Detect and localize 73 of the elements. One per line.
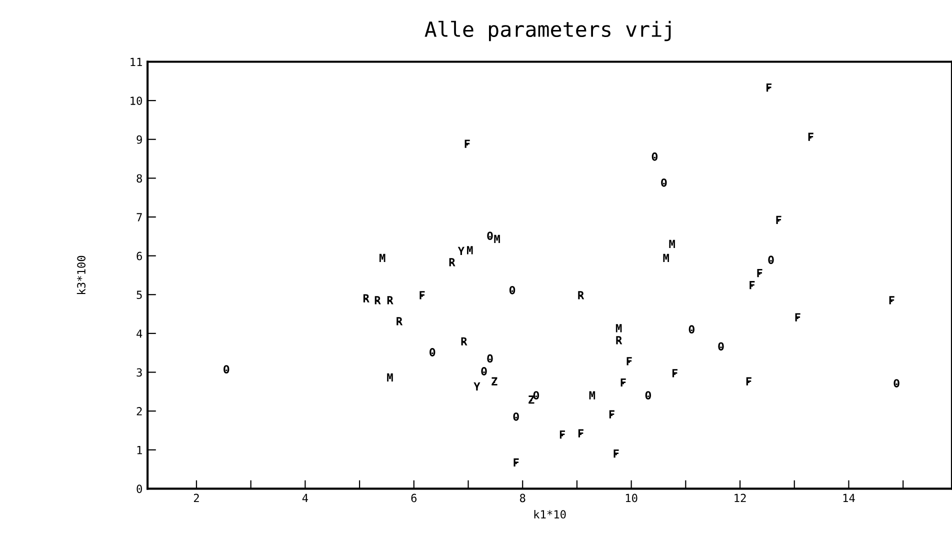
y-tick-label: 6 xyxy=(136,252,142,260)
y-tick-label: 5 xyxy=(136,290,142,300)
y-tick-label: 8 xyxy=(136,174,142,183)
text: O xyxy=(481,367,487,376)
text: O xyxy=(768,256,774,264)
y-tick-label: 1 xyxy=(137,446,142,454)
text: F xyxy=(420,291,425,300)
series-label: Y xyxy=(474,382,480,390)
text: F xyxy=(464,140,470,148)
text: M xyxy=(494,234,500,243)
text: F xyxy=(578,429,584,438)
text: F xyxy=(672,369,678,378)
x-tick-label: 12 xyxy=(734,494,746,502)
text: O xyxy=(487,232,493,240)
y-tick-label: 7 xyxy=(136,213,142,222)
series-label: Z xyxy=(492,377,498,386)
text: R xyxy=(578,291,584,300)
text: M xyxy=(387,373,393,382)
text: F xyxy=(514,458,519,467)
text: R xyxy=(363,294,370,302)
text: F xyxy=(614,449,619,458)
text: F xyxy=(766,84,772,92)
text: F xyxy=(889,296,894,304)
text: O xyxy=(430,348,436,356)
text: M xyxy=(663,254,669,262)
y-tick-label: 4 xyxy=(136,330,142,338)
text: O xyxy=(224,365,230,374)
x-tick-label: 14 xyxy=(843,494,855,502)
text: R xyxy=(461,337,468,346)
y-tick-label: 9 xyxy=(136,135,142,144)
text: F xyxy=(609,410,614,418)
x-tick-label: 2 xyxy=(194,494,199,502)
series-label: O xyxy=(509,286,516,294)
series-label: F xyxy=(626,357,632,366)
series-label: R xyxy=(396,317,403,326)
x-axis-title: k1*10 xyxy=(534,510,566,519)
y-tick-label: 2 xyxy=(136,407,142,416)
text: R xyxy=(374,296,381,304)
text: R xyxy=(387,296,394,304)
text: O xyxy=(487,354,493,363)
text: F xyxy=(746,377,752,386)
text: F xyxy=(776,216,782,224)
y-axis-title: k3*100 xyxy=(76,256,86,294)
text: M xyxy=(616,324,622,332)
text: F xyxy=(560,430,565,439)
text: F xyxy=(750,281,755,290)
x-tick-label: 6 xyxy=(411,494,417,502)
text: R xyxy=(616,336,622,344)
text: O xyxy=(513,412,519,421)
text: R xyxy=(449,258,456,266)
text: O xyxy=(661,178,667,187)
text: O xyxy=(718,342,724,351)
text: M xyxy=(467,246,473,254)
text: F xyxy=(757,269,762,278)
x-tick-label: 10 xyxy=(626,494,638,502)
text: O xyxy=(645,391,652,400)
x-tick-label: 4 xyxy=(302,494,308,502)
text: F xyxy=(808,132,814,141)
text: M xyxy=(669,240,675,248)
y-tick-label: 11 xyxy=(130,58,142,66)
text: O xyxy=(533,391,540,400)
text: F xyxy=(620,378,626,387)
text: O xyxy=(894,379,900,388)
chart-title: Alle parameters vrij xyxy=(424,20,671,42)
y-tick-label: 10 xyxy=(130,96,142,105)
text: M xyxy=(589,391,596,400)
text: F xyxy=(795,313,800,322)
x-tick-label: 8 xyxy=(520,494,526,502)
y-tick-label: 3 xyxy=(136,368,142,377)
series-label: M xyxy=(379,254,386,262)
text: O xyxy=(652,152,658,161)
text: O xyxy=(688,325,694,334)
y-tick-label: 0 xyxy=(136,484,142,494)
